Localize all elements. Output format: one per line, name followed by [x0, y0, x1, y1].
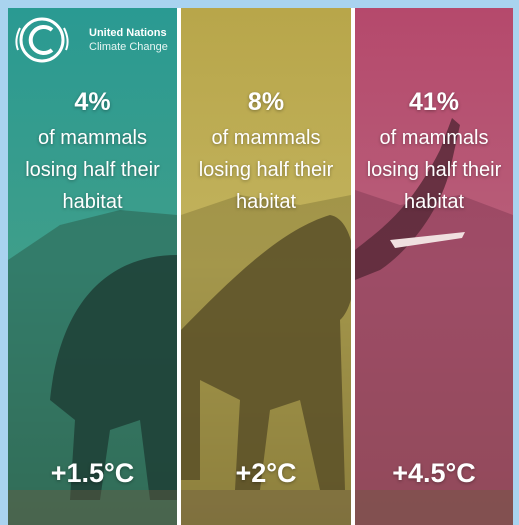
logo-emblem	[19, 17, 65, 63]
ground	[8, 490, 513, 525]
logo-text: Climate Change	[89, 41, 168, 53]
description-line: losing half their	[198, 159, 334, 181]
warming: +2°C	[235, 458, 297, 488]
divider	[177, 8, 181, 525]
panel: 4% of mammals losing half their habitat +1.5…	[8, 0, 177, 525]
description-line: of mammals	[38, 127, 147, 149]
warming: +4.5°C	[392, 458, 476, 488]
logo-wreath	[15, 27, 69, 51]
description: of mammals losing half their habitat	[8, 122, 177, 218]
logo-text: United Nations	[89, 27, 167, 39]
description-line: losing half their	[25, 159, 160, 181]
logo-emblem	[28, 25, 54, 55]
description: of mammals losing half their habitat	[181, 122, 351, 218]
description: of mammals losing half their habitat	[355, 122, 513, 218]
panel: 8% of mammals losing half their habitat +2°C	[181, 0, 351, 525]
description-line: habitat	[62, 191, 123, 213]
elephant	[181, 215, 355, 490]
description-line: of mammals	[379, 127, 489, 149]
tusk	[390, 232, 465, 248]
percent: 41%	[408, 88, 460, 116]
mountain	[355, 190, 513, 525]
description-line: of mammals	[211, 127, 321, 149]
elephant	[355, 118, 460, 280]
description-line: losing half their	[366, 159, 502, 181]
description-line: habitat	[235, 191, 297, 213]
percent: 4%	[74, 88, 111, 116]
percent: 8%	[247, 88, 285, 116]
description-line: habitat	[403, 191, 465, 213]
divider	[351, 8, 355, 525]
panel: 41% of mammals losing half their habitat +4.…	[355, 0, 513, 525]
elephant	[50, 255, 177, 500]
warming: +1.5°C	[50, 458, 135, 488]
